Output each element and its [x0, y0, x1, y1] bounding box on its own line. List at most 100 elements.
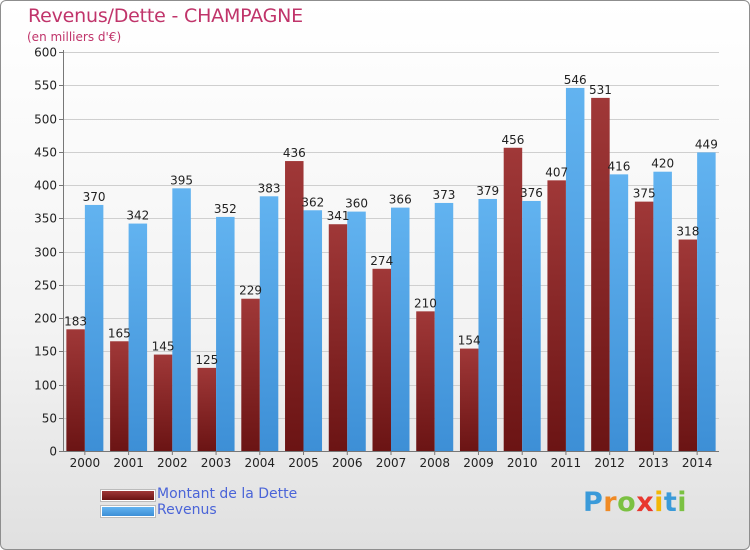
x-tick-label: 2001 — [113, 456, 144, 470]
x-tick-label: 2005 — [288, 456, 319, 470]
bar-dette — [285, 161, 304, 451]
y-tick-label: 50 — [42, 412, 57, 426]
logo-letter: x — [636, 487, 655, 518]
bar-dette — [591, 97, 610, 451]
x-tick-label: 2006 — [332, 456, 363, 470]
chart-subtitle: (en milliers d'€) — [27, 30, 122, 44]
x-tick-label: 2003 — [201, 456, 232, 470]
data-label-revenus: 395 — [170, 173, 193, 187]
bar-revenus — [216, 216, 235, 451]
y-axis: 0 50 100 150 200 250 300 350 400 450 500 550 600 — [34, 46, 63, 459]
legend-swatch-revenus — [101, 506, 155, 517]
logo-letter: P — [583, 487, 604, 518]
data-label-revenus: 376 — [520, 186, 543, 200]
data-label-dette: 125 — [195, 353, 218, 367]
bar-dette — [66, 329, 85, 451]
legend-swatch-dette — [101, 490, 155, 501]
bar-dette — [459, 348, 479, 451]
data-label-dette: 229 — [239, 284, 262, 298]
x-axis: 2000 2001 2002 2003 2004 2005 2006 2007 2008 2009… — [70, 451, 713, 470]
data-label-dette: 436 — [283, 146, 306, 160]
bar-revenus — [478, 198, 497, 451]
y-tick-label: 600 — [34, 46, 57, 60]
chart-title: Revenus/Dette - CHAMPAGNE — [28, 5, 303, 27]
bars — [66, 87, 716, 452]
bar-revenus — [697, 152, 716, 452]
y-tick-label: 200 — [34, 312, 57, 326]
x-tick-label: 2000 — [70, 456, 101, 470]
x-tick-label: 2007 — [376, 456, 407, 470]
logo-letter: r — [603, 487, 618, 518]
bar-dette — [328, 224, 348, 451]
data-label-revenus: 546 — [564, 73, 587, 87]
y-tick-label: 100 — [34, 379, 57, 393]
bar-dette — [241, 298, 260, 451]
x-tick-label: 2014 — [682, 456, 713, 470]
data-label-dette: 183 — [64, 314, 87, 328]
y-tick-label: 450 — [34, 146, 57, 160]
x-tick-label: 2002 — [157, 456, 188, 470]
bar-dette — [678, 239, 698, 451]
bar-revenus — [172, 188, 191, 451]
bar-revenus — [565, 87, 585, 451]
y-tick-label: 350 — [34, 212, 57, 226]
bar-revenus — [522, 200, 541, 451]
data-label-dette: 318 — [676, 225, 699, 239]
bar-dette — [372, 268, 391, 451]
bar-revenus — [128, 223, 148, 451]
data-label-dette: 341 — [327, 209, 350, 223]
data-labels: 1833701653421453951253522293834363623413… — [64, 73, 718, 367]
x-tick-label: 2012 — [594, 456, 625, 470]
x-tick-label: 2004 — [245, 456, 276, 470]
bar-revenus — [347, 211, 366, 451]
data-label-revenus: 362 — [301, 195, 324, 209]
logo-letter: i — [677, 487, 688, 518]
y-tick-label: 550 — [34, 79, 57, 93]
bar-dette — [153, 354, 173, 451]
bar-revenus — [434, 202, 454, 451]
data-label-revenus: 360 — [345, 197, 368, 211]
data-label-dette: 210 — [414, 296, 437, 310]
y-tick-label: 150 — [34, 345, 57, 359]
data-label-revenus: 370 — [83, 190, 106, 204]
y-tick-label: 400 — [34, 179, 57, 193]
data-label-dette: 456 — [501, 133, 524, 147]
legend-label-dette: Montant de la Dette — [157, 486, 298, 502]
x-tick-label: 2010 — [507, 456, 538, 470]
logo-letter: o — [617, 487, 637, 518]
bar-dette — [634, 201, 654, 451]
data-label-revenus: 373 — [433, 188, 456, 202]
data-label-revenus: 352 — [214, 202, 237, 216]
data-label-revenus: 420 — [651, 157, 674, 171]
logo-letter: t — [663, 487, 678, 518]
logo-letter: i — [654, 487, 664, 518]
y-tick-label: 250 — [34, 279, 57, 293]
legend-label-revenus: Revenus — [157, 502, 217, 518]
data-label-revenus: 366 — [389, 193, 412, 207]
x-tick-label: 2009 — [463, 456, 494, 470]
data-label-dette: 375 — [633, 187, 656, 201]
x-tick-label: 2008 — [419, 456, 450, 470]
bar-dette — [110, 341, 129, 451]
data-label-revenus: 383 — [258, 181, 281, 195]
bar-dette — [503, 147, 523, 451]
data-label-revenus: 342 — [126, 209, 149, 223]
bar-revenus — [259, 196, 279, 451]
bar-dette — [547, 180, 566, 451]
data-label-revenus: 379 — [476, 184, 499, 198]
data-label-dette: 274 — [370, 254, 393, 268]
data-label-dette: 165 — [108, 326, 131, 340]
data-label-dette: 145 — [152, 340, 175, 354]
bar-revenus — [303, 210, 323, 451]
bar-dette — [416, 311, 435, 451]
bar-dette — [197, 367, 217, 451]
data-label-dette: 154 — [458, 334, 481, 348]
y-tick-label: 300 — [34, 246, 57, 260]
x-tick-label: 2011 — [551, 456, 582, 470]
y-tick-label: 0 — [49, 445, 57, 459]
y-tick-label: 500 — [34, 113, 57, 127]
bar-revenus — [609, 174, 629, 452]
data-label-revenus: 416 — [607, 159, 630, 173]
